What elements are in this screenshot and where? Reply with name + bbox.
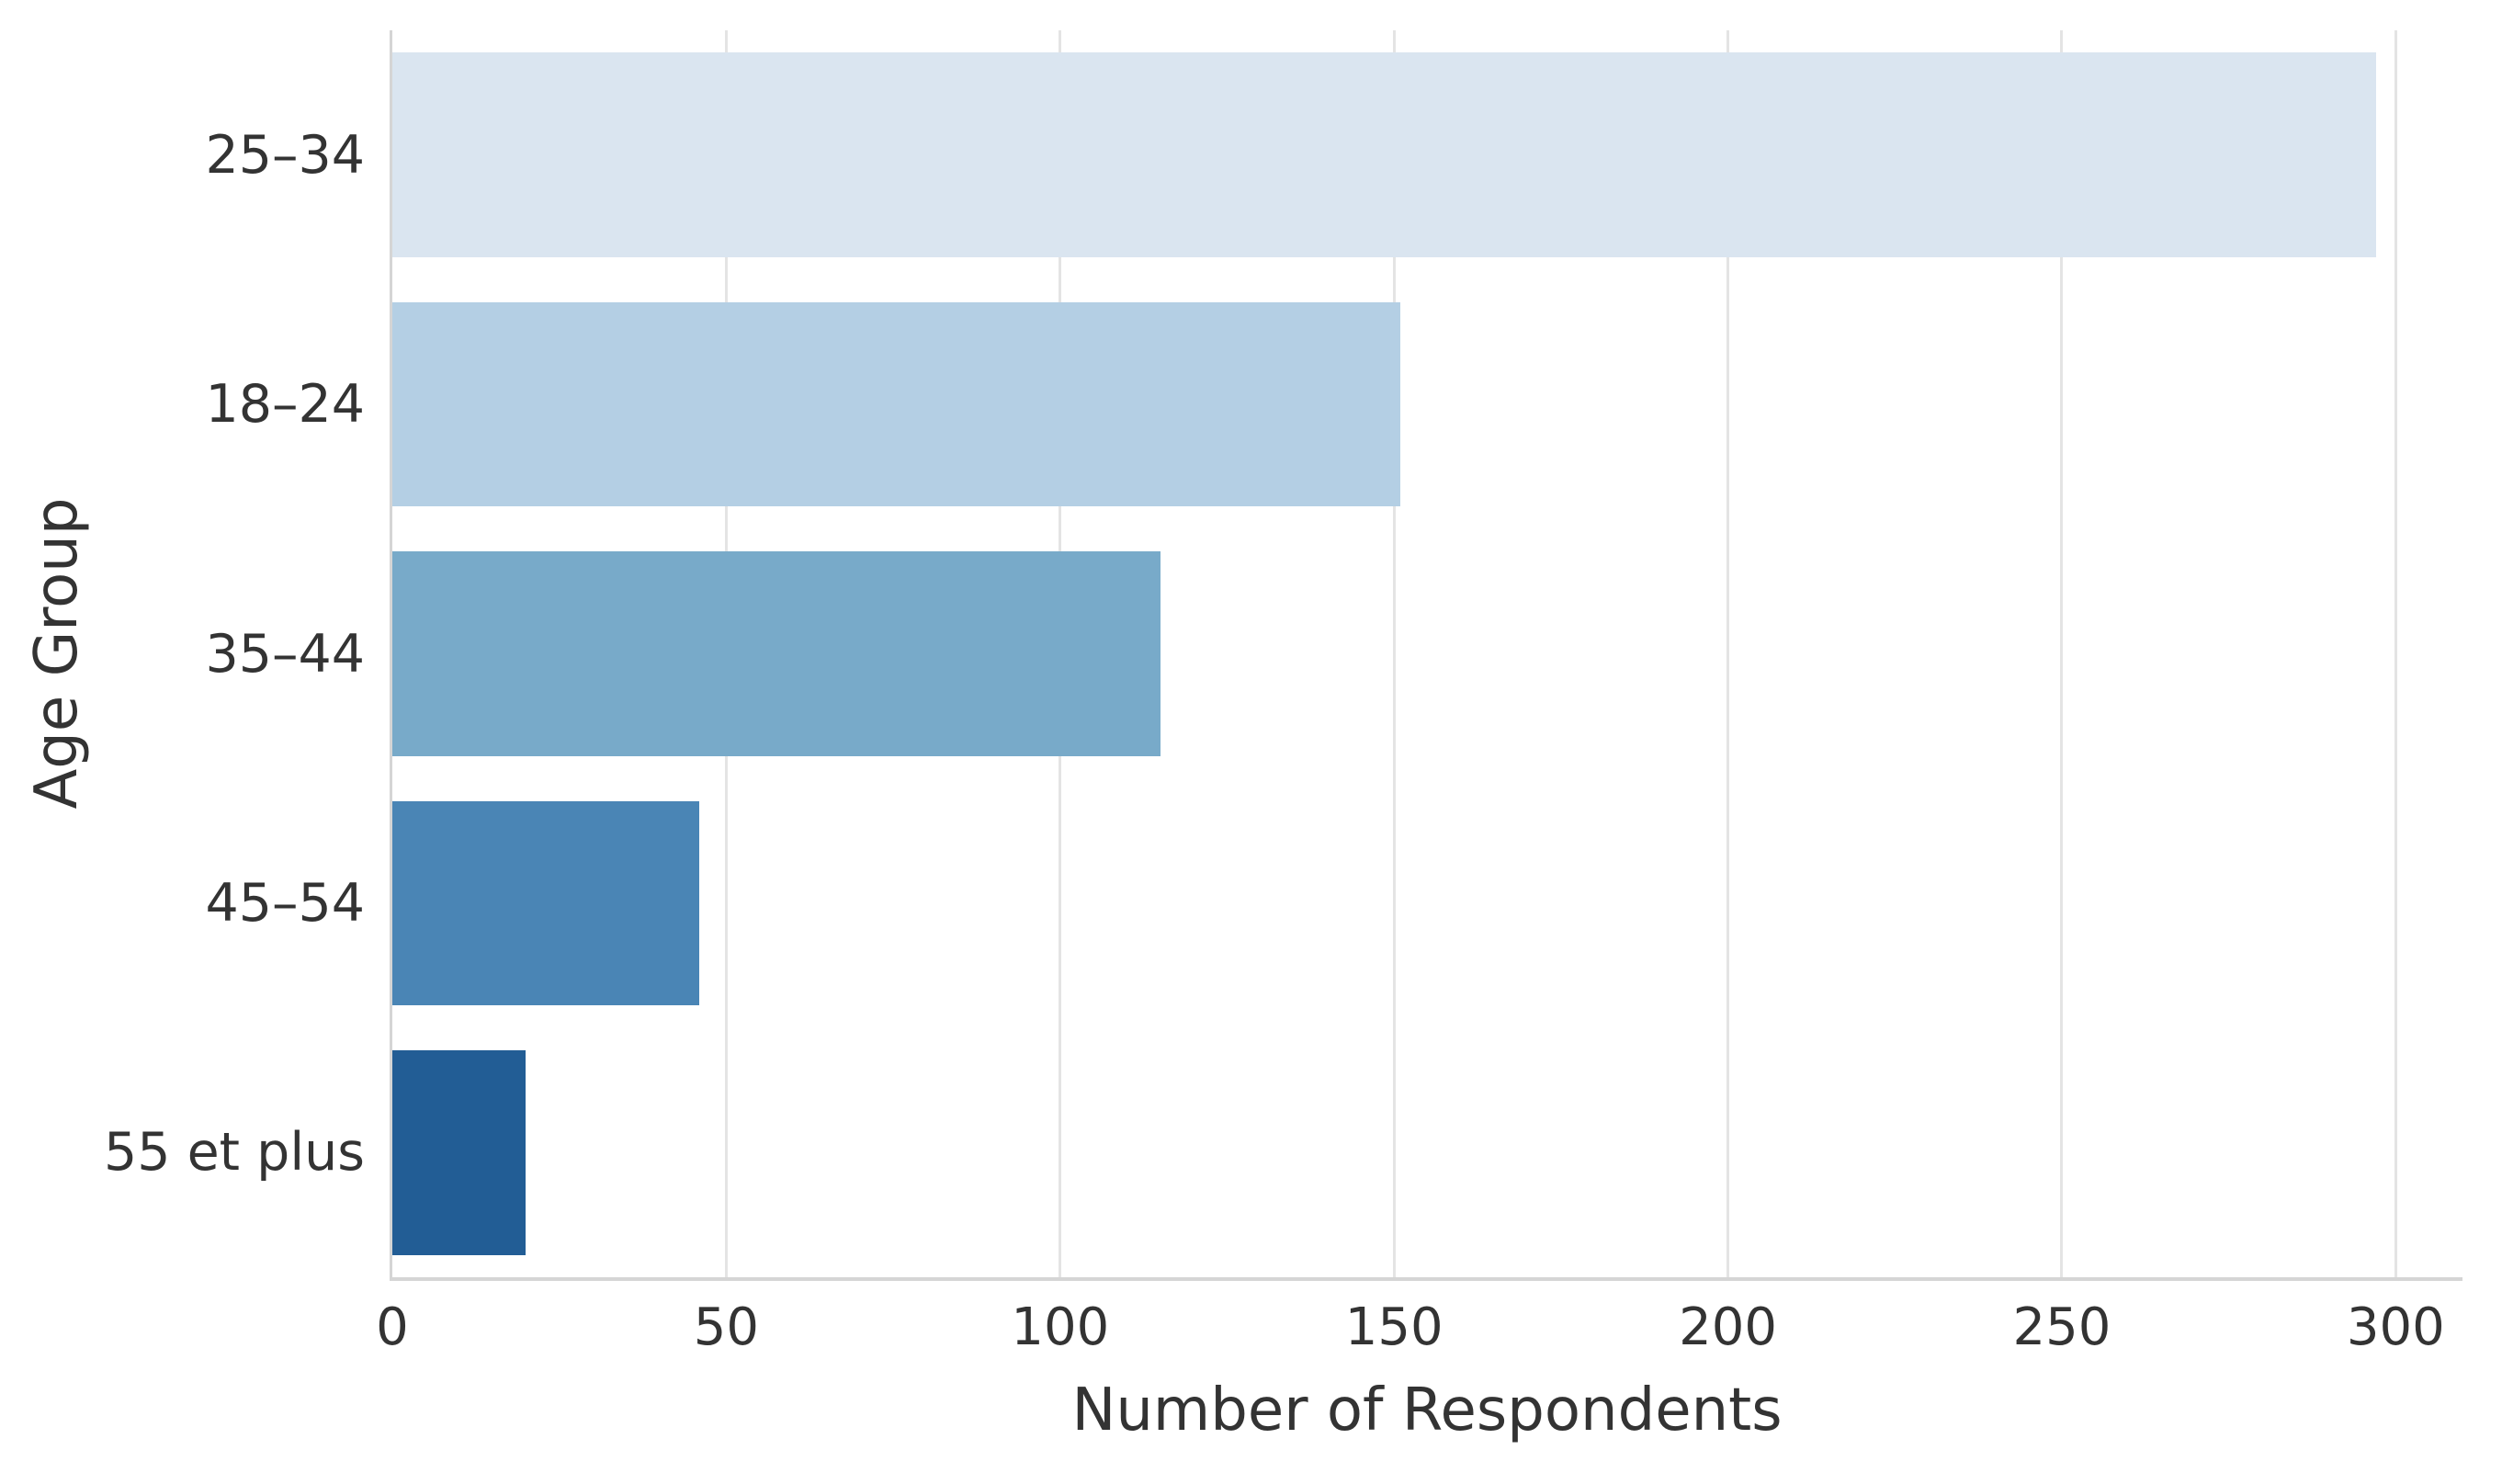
y-tick-label-25-34: 25–34 xyxy=(205,124,365,186)
y-tick-label-55-et-plus: 55 et plus xyxy=(103,1122,365,1184)
bar-35-44 xyxy=(392,551,1160,756)
bar-55-et-plus xyxy=(392,1050,526,1255)
x-tick-label-100: 100 xyxy=(1011,1297,1110,1357)
gridline-250 xyxy=(2060,30,2064,1277)
gridline-200 xyxy=(1726,30,1730,1277)
x-tick-label-150: 150 xyxy=(1344,1297,1443,1357)
x-tick-label-250: 250 xyxy=(2012,1297,2111,1357)
y-tick-label-45-54: 45–54 xyxy=(205,872,365,934)
x-tick-label-0: 0 xyxy=(376,1297,409,1357)
y-tick-label-35-44: 35–44 xyxy=(205,623,365,685)
gridline-300 xyxy=(2394,30,2397,1277)
gridline-150 xyxy=(1392,30,1396,1277)
bar-45-54 xyxy=(392,800,700,1006)
y-axis-title: Age Group xyxy=(23,497,91,810)
y-axis-spine xyxy=(390,30,392,1277)
plot-area xyxy=(390,30,2462,1281)
x-tick-label-50: 50 xyxy=(693,1297,760,1357)
x-axis-title: Number of Respondents xyxy=(1071,1376,1783,1444)
x-tick-label-200: 200 xyxy=(1679,1297,1777,1357)
y-tick-label-18-24: 18–24 xyxy=(205,374,365,436)
bar-25-34 xyxy=(392,52,2376,257)
x-tick-label-300: 300 xyxy=(2346,1297,2445,1357)
bar-18-24 xyxy=(392,301,1401,507)
x-axis-line xyxy=(390,1277,2462,1281)
